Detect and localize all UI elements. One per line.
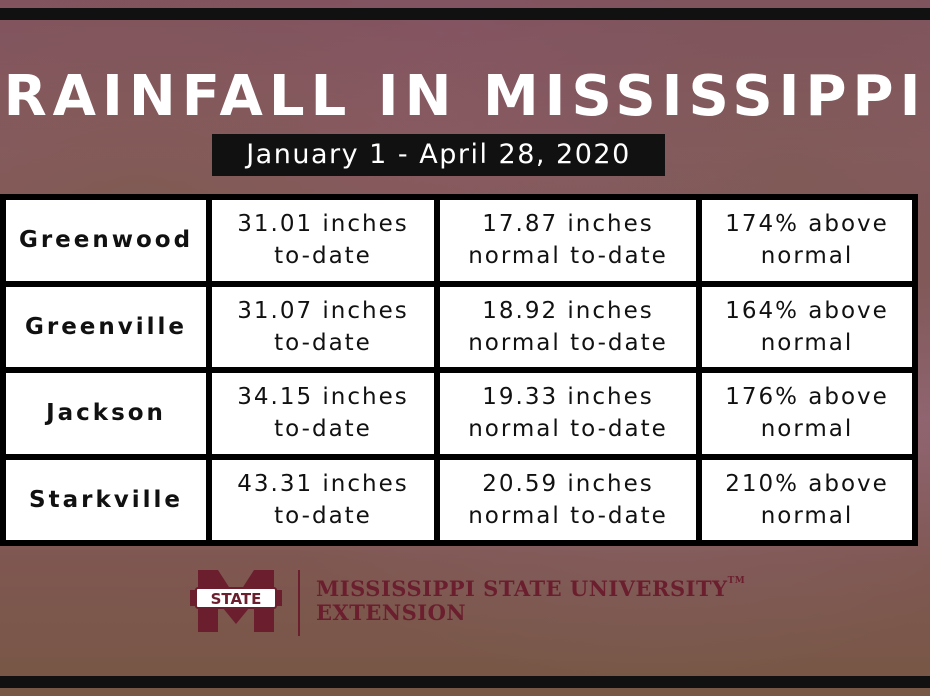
normal-cell: 20.59 inches normal to-date — [440, 459, 696, 540]
table-row: Starkville 43.31 inches to-date 20.59 inc… — [6, 459, 912, 540]
to-date-label: to-date — [274, 416, 372, 443]
to-date-cell: 31.01 inches to-date — [212, 200, 434, 281]
city-cell: Starkville — [6, 459, 206, 540]
normal-label: normal to-date — [468, 329, 668, 356]
to-date-cell: 34.15 inches to-date — [212, 373, 434, 454]
percent-label: normal — [760, 502, 854, 529]
normal-label: normal to-date — [468, 243, 668, 270]
percent-cell: 174% above normal — [702, 200, 912, 281]
normal-label: normal to-date — [468, 416, 668, 443]
percent-cell: 210% above normal — [702, 459, 912, 540]
to-date-value: 31.07 inches — [237, 297, 409, 324]
percent-cell: 164% above normal — [702, 286, 912, 367]
bottom-bar — [0, 676, 930, 688]
to-date-value: 31.01 inches — [237, 211, 409, 238]
top-bar — [0, 8, 930, 20]
percent-value: 164% above — [725, 297, 889, 324]
trademark-mark: TM — [727, 576, 746, 586]
date-range-banner: January 1 - April 28, 2020 — [212, 134, 665, 176]
table-row: Jackson 34.15 inches to-date 19.33 inches… — [6, 373, 912, 454]
to-date-cell: 43.31 inches to-date — [212, 459, 434, 540]
percent-cell: 176% above normal — [702, 373, 912, 454]
normal-label: normal to-date — [468, 502, 668, 529]
logo-badge-text: STATE — [211, 590, 262, 608]
msu-m-logo-icon: STATE — [190, 570, 282, 632]
percent-label: normal — [760, 243, 854, 270]
table-row: Greenville 31.07 inches to-date 18.92 inc… — [6, 286, 912, 367]
logo-divider — [298, 570, 300, 636]
to-date-value: 34.15 inches — [237, 384, 409, 411]
normal-value: 19.33 inches — [482, 384, 654, 411]
city-cell: Greenwood — [6, 200, 206, 281]
city-cell: Jackson — [6, 373, 206, 454]
logo-extension-name: EXTENSION — [316, 600, 467, 625]
percent-label: normal — [760, 329, 854, 356]
normal-value: 20.59 inches — [482, 470, 654, 497]
normal-cell: 18.92 inches normal to-date — [440, 286, 696, 367]
normal-value: 17.87 inches — [482, 211, 654, 238]
rainfall-table: Greenwood 31.01 inches to-date 17.87 inch… — [0, 194, 918, 546]
to-date-value: 43.31 inches — [237, 470, 409, 497]
city-cell: Greenville — [6, 286, 206, 367]
to-date-label: to-date — [274, 502, 372, 529]
to-date-label: to-date — [274, 243, 372, 270]
normal-cell: 17.87 inches normal to-date — [440, 200, 696, 281]
msu-extension-logo: STATE MISSISSIPPI STATE UNIVERSITYTM EXT… — [190, 566, 745, 638]
logo-line1: MISSISSIPPI STATE UNIVERSITY — [316, 576, 728, 601]
percent-value: 210% above — [725, 470, 889, 497]
percent-value: 176% above — [725, 384, 889, 411]
normal-cell: 19.33 inches normal to-date — [440, 373, 696, 454]
to-date-label: to-date — [274, 329, 372, 356]
logo-university-name: MISSISSIPPI STATE UNIVERSITYTM — [316, 576, 745, 601]
table-row: Greenwood 31.01 inches to-date 17.87 inch… — [6, 200, 912, 281]
percent-label: normal — [760, 416, 854, 443]
page-title: RAINFALL IN MISSISSIPPI — [3, 64, 927, 129]
percent-value: 174% above — [725, 211, 889, 238]
normal-value: 18.92 inches — [482, 297, 654, 324]
to-date-cell: 31.07 inches to-date — [212, 286, 434, 367]
